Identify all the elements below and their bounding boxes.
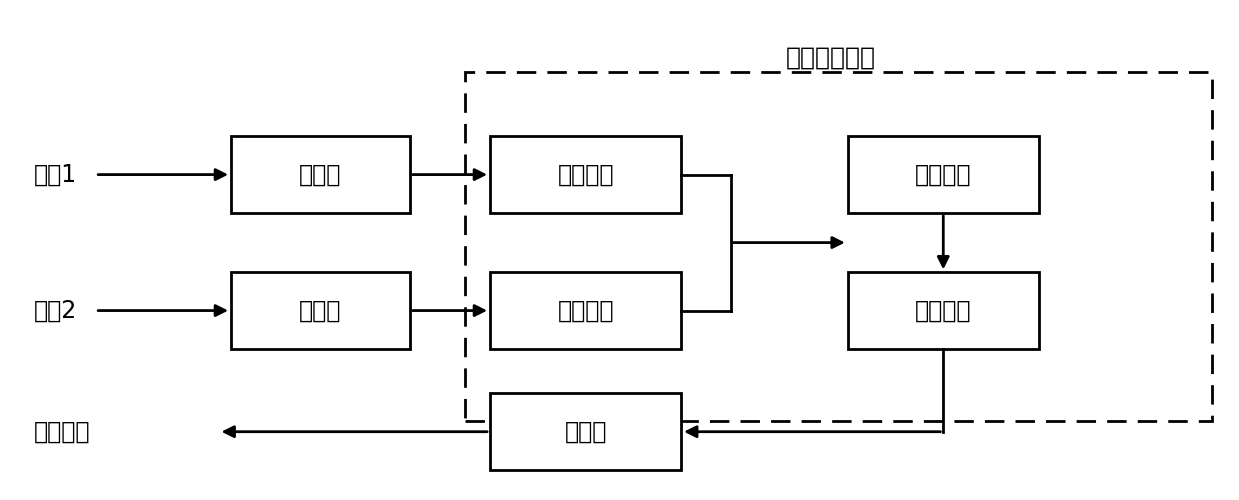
- Text: 预热模块: 预热模块: [558, 298, 613, 322]
- Text: 混合模块: 混合模块: [916, 162, 971, 186]
- Text: 反应产物: 反应产物: [33, 420, 90, 444]
- Bar: [847, 136, 1038, 213]
- Bar: [489, 272, 681, 349]
- Bar: [230, 272, 410, 349]
- Text: 混合模块: 混合模块: [916, 298, 971, 322]
- Text: 原料2: 原料2: [33, 298, 77, 322]
- Bar: [489, 394, 681, 470]
- Bar: [489, 136, 681, 213]
- Text: 原料1: 原料1: [33, 162, 77, 186]
- Text: 计量泵: 计量泵: [299, 298, 342, 322]
- Text: 计量泵: 计量泵: [299, 162, 342, 186]
- Text: 冷却器: 冷却器: [565, 420, 607, 444]
- Bar: [847, 272, 1038, 349]
- Text: 微通道反应器: 微通道反应器: [786, 45, 876, 69]
- Text: 预热模块: 预热模块: [558, 162, 613, 186]
- Bar: [230, 136, 410, 213]
